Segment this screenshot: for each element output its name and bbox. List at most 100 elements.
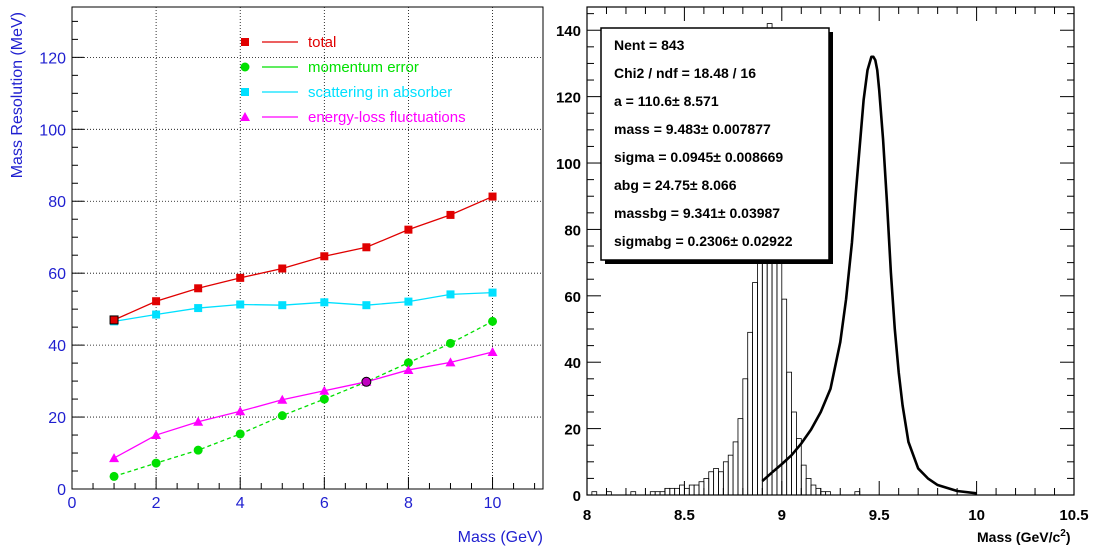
data-point-square	[236, 300, 245, 309]
stats-row: Chi2 / ndf = 18.48 / 16	[614, 65, 756, 81]
left-x-tick-label: 0	[68, 495, 77, 512]
right-x-tick-label: 8	[583, 507, 591, 524]
legend-label: scattering in absorber	[308, 84, 452, 101]
data-point-triangle	[277, 394, 288, 404]
left-legend: total momentum error scattering in absorbe…	[240, 34, 466, 126]
left-y-tick-label: 20	[48, 410, 66, 427]
stats-row-error: ± 0.03987	[718, 205, 780, 221]
series-line	[113, 195, 493, 321]
data-point-triangle	[403, 364, 414, 374]
data-point-circle	[109, 471, 119, 481]
stats-row: abg = 24.75± 8.066	[614, 177, 737, 193]
stats-row-label: massbg = 9.341	[614, 205, 718, 221]
data-point-circle	[151, 458, 161, 468]
data-point-square	[241, 88, 249, 96]
left-y-tick-label: 40	[48, 338, 66, 355]
right-y-tick-label: 100	[556, 156, 581, 173]
stats-row: sigmabg = 0.2306± 0.02922	[614, 233, 793, 249]
histogram-bin	[606, 491, 612, 496]
data-point-triangle	[319, 385, 330, 395]
stats-row-error: ± 0.008669	[713, 149, 783, 165]
data-point-circle	[277, 411, 287, 421]
left-y-tick-label: 100	[39, 122, 66, 139]
legend-label: total	[308, 34, 336, 51]
data-point-circle	[235, 429, 245, 439]
data-point-square	[362, 301, 371, 310]
data-point-circle	[193, 445, 203, 455]
right-y-tick-label: 120	[556, 90, 581, 107]
series-scattering-in-absorber	[110, 288, 497, 326]
stats-row-label: Nent = 843	[614, 37, 685, 53]
stats-row-label: mass = 9.483	[614, 121, 701, 137]
fit-curve-line	[761, 55, 977, 495]
data-point-square	[446, 290, 455, 299]
right-x-axis-label-close: )	[1066, 529, 1071, 545]
left-plot-frame	[71, 6, 544, 490]
series-line	[113, 320, 493, 478]
histogram-bin	[591, 491, 598, 496]
stats-row-error: ± 8.571	[672, 93, 719, 109]
stats-box-panel	[600, 27, 830, 261]
stats-row: a = 110.6± 8.571	[614, 93, 719, 109]
data-point-square	[404, 225, 413, 234]
legend-label: energy-loss fluctuations	[308, 109, 466, 126]
data-point-square	[488, 192, 497, 201]
data-point-square	[152, 297, 161, 306]
data-point-square	[404, 297, 413, 306]
right-y-tick-label: 140	[556, 23, 581, 40]
stats-row-error: ± 0.007877	[701, 121, 771, 137]
right-y-tick-label: 20	[564, 422, 581, 439]
right-x-axis-label-sup: 2	[1060, 528, 1066, 539]
data-point-triangle	[151, 430, 162, 440]
data-point-square	[488, 288, 497, 297]
right-y-tick-label: 80	[564, 222, 581, 239]
data-point-square	[320, 252, 329, 261]
data-point-square	[194, 304, 203, 313]
right-x-axis-label-text: Mass (GeV/c	[977, 529, 1060, 545]
data-point-square	[320, 298, 329, 307]
stats-row-label: Chi2 / ndf = 18.48 / 16	[614, 65, 756, 81]
left-y-tick-label: 120	[39, 50, 66, 67]
left-x-tick-label: 4	[236, 495, 245, 512]
left-y-tick-label: 60	[48, 266, 66, 283]
data-point-circle	[240, 62, 250, 72]
stats-row: massbg = 9.341± 0.03987	[614, 205, 780, 221]
data-point-triangle	[193, 416, 204, 426]
overlap-marker-total	[109, 315, 119, 325]
right-x-axis-label: Mass (GeV/c2)	[977, 528, 1071, 545]
left-x-axis-label: Mass (GeV)	[458, 529, 543, 546]
left-x-tick-label: 2	[152, 495, 161, 512]
histogram-bin	[854, 491, 861, 496]
data-point-triangle	[487, 346, 498, 356]
fit-statistics-box: Nent = 843 Chi2 / ndf = 18.48 / 16 a = 110…	[600, 27, 833, 264]
left-grid	[72, 7, 543, 489]
data-point-square	[236, 273, 245, 282]
stats-row-error: ± 0.02922	[730, 233, 792, 249]
left-y-axis-label: Mass Resolution (MeV)	[9, 12, 26, 178]
stats-row-error: ± 8.066	[690, 177, 737, 193]
data-point-triangle	[235, 406, 246, 416]
stats-row: mass = 9.483± 0.007877	[614, 121, 771, 137]
left-x-tick-label: 10	[484, 495, 502, 512]
data-point-square	[362, 243, 371, 252]
stats-row-label: abg = 24.75	[614, 177, 690, 193]
right-x-tick-label: 10.5	[1059, 507, 1088, 524]
left-series-group	[109, 192, 498, 481]
data-point-circle	[488, 316, 498, 326]
right-x-tick-label: 8.5	[674, 507, 695, 524]
data-point-square	[278, 301, 287, 310]
legend-label: momentum error	[308, 59, 419, 76]
right-x-tick-label: 10	[968, 507, 985, 524]
stats-row: Nent = 843	[614, 37, 685, 53]
left-y-tick-label: 80	[48, 194, 66, 211]
fit-curve-group	[761, 55, 977, 495]
mass-histogram-plot: 8 8.5 9 9.5 10 10.5 0 20 40 60 80 100 120 140 Nent = …	[556, 6, 1089, 545]
overlap-marker-crossing	[361, 376, 372, 387]
series-line	[113, 351, 493, 459]
data-point-circle	[403, 358, 413, 368]
data-point-triangle	[240, 112, 250, 121]
left-x-tick-label: 8	[404, 495, 413, 512]
